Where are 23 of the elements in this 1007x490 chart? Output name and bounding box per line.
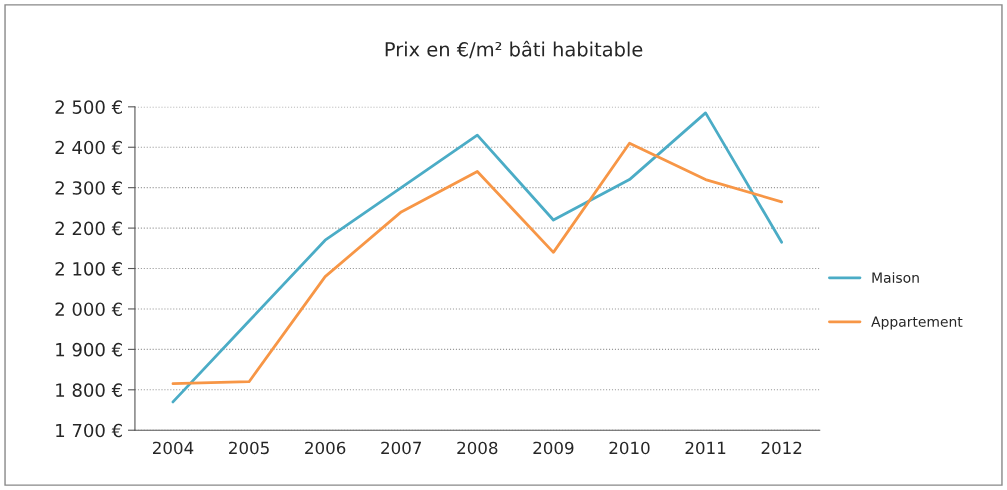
- y-tick-label: 1 800 €: [56, 383, 122, 397]
- y-tick-label: 2 500 €: [55, 100, 122, 114]
- x-tick-label: 2006: [305, 441, 346, 455]
- chart-title: Prix en €/m² bâti habitable: [385, 40, 643, 59]
- x-tick-label: 2012: [761, 441, 802, 455]
- x-tick-label: 2008: [457, 441, 498, 455]
- y-tick-label: 1 700 €: [56, 423, 122, 438]
- y-tick-label: 2 000 €: [55, 302, 122, 317]
- legend-label: Appartement: [871, 316, 963, 330]
- x-tick-label: 2010: [609, 441, 650, 455]
- x-tick-label: 2005: [229, 441, 269, 455]
- y-tick-label: 1 900 €: [56, 342, 122, 357]
- y-tick-label: 2 100 €: [55, 261, 122, 276]
- x-tick-label: 2004: [152, 441, 194, 455]
- x-tick-label: 2009: [533, 441, 574, 455]
- y-tick-label: 2 200 €: [55, 221, 122, 236]
- line-series: [171, 141, 784, 386]
- x-tick-label: 2007: [381, 441, 422, 455]
- y-tick-label: 2 300 €: [55, 181, 122, 195]
- legend-label: Maison: [872, 272, 919, 283]
- y-tick-label: 2 400 €: [55, 140, 122, 155]
- x-tick-label: 2011: [685, 441, 726, 455]
- line-series: [171, 111, 784, 404]
